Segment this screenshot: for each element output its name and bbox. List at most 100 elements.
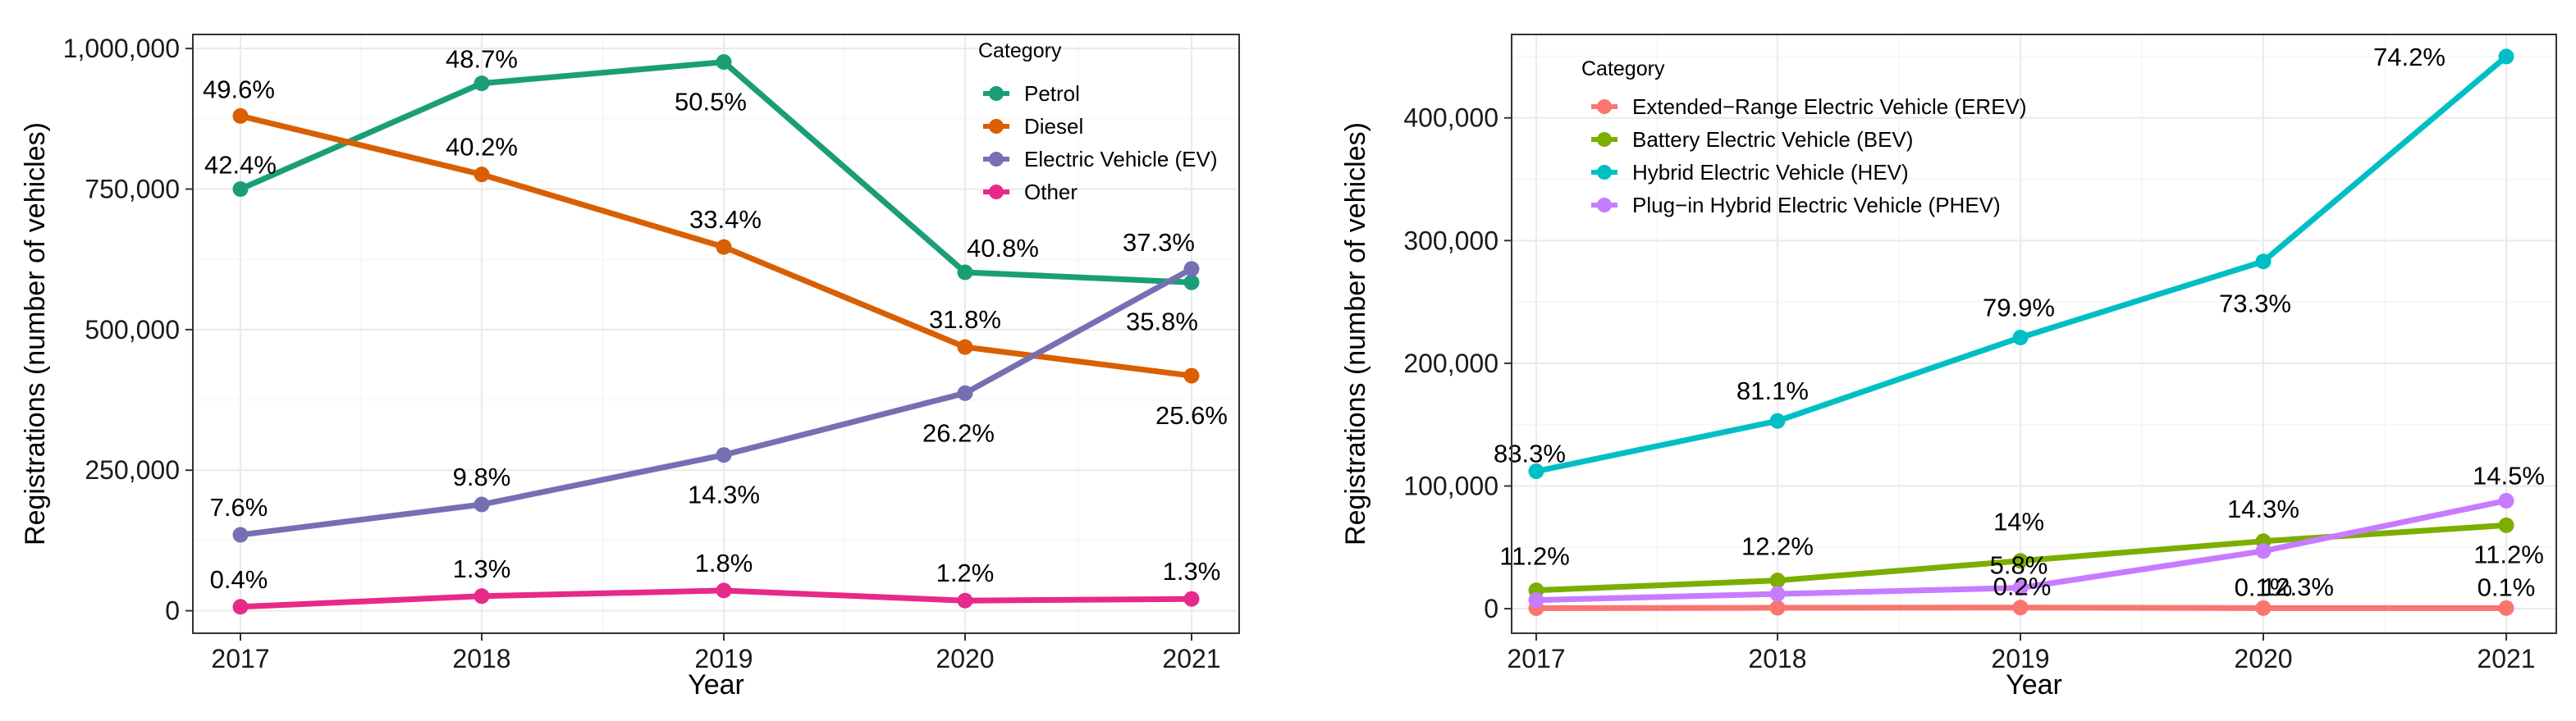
y-tick-label: 1,000,000	[63, 34, 180, 63]
data-label-petrol: 50.5%	[675, 88, 747, 116]
x-tick-label: 2021	[1162, 644, 1220, 673]
data-point-hybrid-electric-vehicle-hev	[2012, 329, 2029, 345]
data-point-petrol	[716, 54, 732, 71]
chart-1: 0 250,000 500,000 750,000 1,000,000 2017 2018 2…	[20, 34, 1240, 700]
data-point-hybrid-electric-vehicle-hev	[2255, 253, 2272, 270]
data-label-hybrid-electric-vehicle-hev: 73.3%	[2219, 290, 2291, 318]
legend-label-electric-vehicle-ev: Electric Vehicle (EV)	[1024, 147, 1218, 171]
legend-key-point-petrol	[989, 86, 1004, 101]
y-axis-title: Registrations (number of vehicles)	[1340, 122, 1371, 545]
data-label-battery-electric-vehicle-bev: 11.2%	[1499, 542, 1570, 571]
data-point-battery-electric-vehicle-bev	[2012, 553, 2029, 569]
data-label-electric-vehicle-ev: 14.3%	[688, 481, 760, 509]
legend-label-battery-electric-vehicle-bev: Battery Electric Vehicle (BEV)	[1632, 127, 1913, 152]
x-axis-title: Year	[2006, 669, 2062, 700]
data-label-hybrid-electric-vehicle-hev: 74.2%	[2373, 43, 2446, 71]
data-point-other	[1183, 591, 1200, 607]
data-point-electric-vehicle-ev	[1183, 261, 1200, 277]
data-label-electric-vehicle-ev: 7.6%	[210, 493, 268, 522]
data-point-electric-vehicle-ev	[232, 527, 249, 543]
data-label-other: 1.8%	[695, 549, 753, 577]
data-label-extended-range-electric-vehicle-erev: 0.1%	[2235, 573, 2293, 601]
data-point-other	[957, 592, 973, 609]
data-point-extended-range-electric-vehicle-erev	[2498, 600, 2514, 616]
data-label-petrol: 42.4%	[204, 150, 277, 179]
y-tick-label: 0	[165, 596, 180, 626]
data-point-extended-range-electric-vehicle-erev	[1769, 600, 1786, 616]
legend-key-point-diesel	[989, 119, 1004, 134]
x-tick-label: 2021	[2477, 644, 2535, 673]
y-tick-label: 250,000	[85, 455, 180, 485]
legend-key-point-extended-range-electric-vehicle-erev	[1597, 99, 1612, 114]
x-tick-label: 2019	[694, 644, 753, 673]
data-label-hybrid-electric-vehicle-hev: 79.9%	[1983, 293, 2055, 322]
legend-label-other: Other	[1024, 180, 1078, 204]
chart-2: 0 100,000 200,000 300,000 400,000 2017 2018 201…	[1340, 34, 2557, 700]
data-label-other: 1.2%	[936, 559, 995, 587]
data-label-other: 1.3%	[1163, 557, 1221, 586]
data-point-hybrid-electric-vehicle-hev	[1769, 413, 1786, 429]
data-label-petrol: 35.8%	[1126, 307, 1198, 335]
data-point-hybrid-electric-vehicle-hev	[2498, 48, 2514, 65]
data-label-battery-electric-vehicle-bev: 11.2%	[2473, 540, 2544, 568]
x-tick-label: 2017	[1507, 644, 1565, 673]
data-label-extended-range-electric-vehicle-erev: 0.2%	[1993, 573, 2052, 601]
legend: Category Petrol Diesel Electric Vehicle (EV…	[978, 39, 1218, 204]
data-point-electric-vehicle-ev	[716, 447, 732, 463]
data-label-other: 1.3%	[453, 554, 511, 583]
legend-label-petrol: Petrol	[1024, 81, 1080, 106]
x-tick-label: 2018	[452, 644, 510, 673]
data-point-diesel	[1183, 367, 1200, 384]
y-tick-label: 200,000	[1403, 349, 1498, 378]
data-label-plug-in-hybrid-electric-vehicle-phev: 14.5%	[2473, 461, 2545, 490]
data-point-other	[232, 599, 249, 615]
x-axis-title: Year	[688, 669, 744, 700]
y-axis-title: Registrations (number of vehicles)	[20, 122, 51, 545]
data-label-petrol: 40.8%	[967, 234, 1039, 262]
legend-title: Category	[978, 39, 1062, 62]
data-point-battery-electric-vehicle-bev	[1769, 573, 1786, 589]
data-label-battery-electric-vehicle-bev: 12.2%	[1741, 532, 1814, 561]
data-point-diesel	[957, 339, 973, 355]
data-label-diesel: 25.6%	[1155, 401, 1228, 430]
data-label-electric-vehicle-ev: 9.8%	[453, 463, 511, 491]
data-point-plug-in-hybrid-electric-vehicle-phev	[2255, 543, 2272, 559]
panel-border	[1511, 34, 2557, 634]
legend-label-plug-in-hybrid-electric-vehicle-phev: Plug−in Hybrid Electric Vehicle (PHEV)	[1632, 193, 2001, 217]
legend-key-point-hybrid-electric-vehicle-hev	[1597, 165, 1612, 180]
legend-key-point-other	[989, 185, 1004, 199]
data-point-battery-electric-vehicle-bev	[2498, 517, 2514, 533]
data-point-electric-vehicle-ev	[474, 496, 490, 513]
data-label-petrol: 48.7%	[446, 45, 518, 74]
x-tick-label: 2020	[936, 644, 994, 673]
data-label-battery-electric-vehicle-bev: 14.3%	[2227, 495, 2299, 523]
data-point-plug-in-hybrid-electric-vehicle-phev	[1528, 592, 1544, 609]
data-point-petrol	[474, 75, 490, 92]
data-point-extended-range-electric-vehicle-erev	[2012, 600, 2029, 616]
data-label-electric-vehicle-ev: 26.2%	[922, 418, 995, 447]
y-tick-label: 500,000	[85, 315, 180, 345]
legend-label-hybrid-electric-vehicle-hev: Hybrid Electric Vehicle (HEV)	[1632, 160, 1909, 185]
y-tick-label: 400,000	[1403, 103, 1498, 133]
y-tick-label: 300,000	[1403, 226, 1498, 255]
legend-key-point-plug-in-hybrid-electric-vehicle-phev	[1597, 198, 1612, 212]
x-tick-label: 2020	[2234, 644, 2292, 673]
data-point-extended-range-electric-vehicle-erev	[2255, 600, 2272, 616]
data-label-other: 0.4%	[210, 565, 268, 594]
x-tick-label: 2017	[211, 644, 269, 673]
data-point-petrol	[232, 180, 249, 197]
data-point-diesel	[716, 239, 732, 255]
data-label-extended-range-electric-vehicle-erev: 0.1%	[2478, 573, 2536, 601]
data-label-diesel: 49.6%	[203, 75, 275, 103]
data-point-plug-in-hybrid-electric-vehicle-phev	[2498, 492, 2514, 509]
data-label-plug-in-hybrid-electric-vehicle-phev: 5.8%	[1990, 551, 2048, 580]
data-label-hybrid-electric-vehicle-hev: 83.3%	[1494, 440, 1566, 468]
series-group	[1528, 48, 2514, 616]
data-point-plug-in-hybrid-electric-vehicle-phev	[2012, 580, 2029, 596]
panel-border	[192, 34, 1240, 634]
data-point-other	[716, 582, 732, 599]
y-tick-label: 100,000	[1403, 471, 1498, 500]
legend-label-diesel: Diesel	[1024, 114, 1083, 139]
data-label-diesel: 31.8%	[929, 305, 1001, 334]
